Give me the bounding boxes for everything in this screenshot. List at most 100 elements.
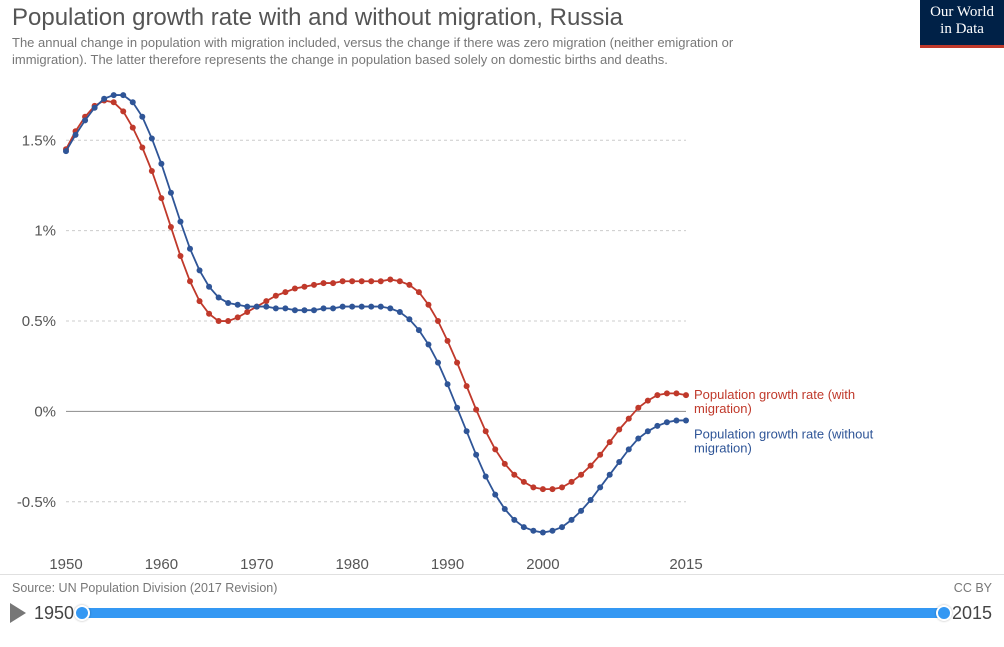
series-point-with_migration[interactable] [635,404,641,410]
series-point-with_migration[interactable] [683,392,689,398]
series-point-without_migration[interactable] [111,92,117,98]
series-point-with_migration[interactable] [330,280,336,286]
series-point-with_migration[interactable] [311,281,317,287]
series-point-without_migration[interactable] [168,189,174,195]
timeline-track[interactable] [82,608,944,618]
series-point-with_migration[interactable] [645,397,651,403]
series-point-with_migration[interactable] [301,283,307,289]
series-point-without_migration[interactable] [321,305,327,311]
series-point-with_migration[interactable] [282,289,288,295]
series-point-without_migration[interactable] [177,218,183,224]
series-point-with_migration[interactable] [654,392,660,398]
series-point-with_migration[interactable] [359,278,365,284]
series-point-without_migration[interactable] [158,160,164,166]
series-point-with_migration[interactable] [177,253,183,259]
timeline-handle-end[interactable] [936,605,952,621]
series-point-with_migration[interactable] [216,318,222,324]
series-point-without_migration[interactable] [254,303,260,309]
series-point-without_migration[interactable] [454,404,460,410]
series-point-with_migration[interactable] [454,359,460,365]
owid-logo[interactable]: Our World in Data [920,0,1004,48]
series-point-without_migration[interactable] [273,305,279,311]
series-point-with_migration[interactable] [664,390,670,396]
series-label-without_migration[interactable]: migration) [694,440,752,455]
series-point-with_migration[interactable] [349,278,355,284]
series-point-without_migration[interactable] [73,131,79,137]
timeline-handle-start[interactable] [74,605,90,621]
series-point-without_migration[interactable] [416,327,422,333]
series-point-with_migration[interactable] [588,462,594,468]
series-point-with_migration[interactable] [378,278,384,284]
series-point-without_migration[interactable] [578,507,584,513]
series-point-without_migration[interactable] [206,283,212,289]
series-point-without_migration[interactable] [616,459,622,465]
series-point-with_migration[interactable] [530,484,536,490]
series-point-without_migration[interactable] [120,92,126,98]
series-point-with_migration[interactable] [435,318,441,324]
series-label-without_migration[interactable]: Population growth rate (without [694,426,874,441]
series-point-with_migration[interactable] [368,278,374,284]
series-point-with_migration[interactable] [502,460,508,466]
series-point-without_migration[interactable] [645,428,651,434]
series-point-without_migration[interactable] [492,491,498,497]
series-point-without_migration[interactable] [139,113,145,119]
series-point-without_migration[interactable] [149,135,155,141]
series-point-with_migration[interactable] [158,195,164,201]
series-point-with_migration[interactable] [521,479,527,485]
series-point-without_migration[interactable] [282,305,288,311]
series-point-with_migration[interactable] [111,99,117,105]
series-point-with_migration[interactable] [406,281,412,287]
series-point-without_migration[interactable] [263,303,269,309]
series-point-without_migration[interactable] [368,303,374,309]
series-point-with_migration[interactable] [273,292,279,298]
series-point-without_migration[interactable] [397,309,403,315]
series-point-without_migration[interactable] [607,471,613,477]
series-point-with_migration[interactable] [607,439,613,445]
series-point-without_migration[interactable] [559,524,565,530]
series-point-without_migration[interactable] [292,307,298,313]
series-point-with_migration[interactable] [197,298,203,304]
series-point-with_migration[interactable] [263,298,269,304]
series-label-with_migration[interactable]: Population growth rate (with [694,387,855,402]
series-point-without_migration[interactable] [301,307,307,313]
series-point-with_migration[interactable] [187,278,193,284]
series-point-without_migration[interactable] [673,417,679,423]
series-point-with_migration[interactable] [149,168,155,174]
series-point-without_migration[interactable] [597,484,603,490]
series-point-without_migration[interactable] [530,527,536,533]
series-point-without_migration[interactable] [502,506,508,512]
series-point-without_migration[interactable] [569,516,575,522]
series-point-without_migration[interactable] [244,303,250,309]
series-point-with_migration[interactable] [425,301,431,307]
series-point-without_migration[interactable] [63,148,69,154]
series-point-without_migration[interactable] [511,516,517,522]
series-point-with_migration[interactable] [340,278,346,284]
series-point-without_migration[interactable] [101,95,107,101]
play-button[interactable] [10,603,26,623]
series-point-without_migration[interactable] [464,428,470,434]
series-point-with_migration[interactable] [464,383,470,389]
series-point-with_migration[interactable] [473,406,479,412]
series-point-without_migration[interactable] [349,303,355,309]
series-point-with_migration[interactable] [235,314,241,320]
series-point-with_migration[interactable] [578,471,584,477]
series-point-with_migration[interactable] [139,144,145,150]
series-point-without_migration[interactable] [473,451,479,457]
series-point-without_migration[interactable] [549,527,555,533]
series-point-with_migration[interactable] [626,415,632,421]
series-point-with_migration[interactable] [559,484,565,490]
series-point-without_migration[interactable] [216,294,222,300]
series-point-with_migration[interactable] [292,285,298,291]
series-point-without_migration[interactable] [225,300,231,306]
series-point-with_migration[interactable] [120,108,126,114]
series-point-without_migration[interactable] [521,524,527,530]
series-point-with_migration[interactable] [387,276,393,282]
series-point-with_migration[interactable] [569,479,575,485]
series-point-with_migration[interactable] [206,310,212,316]
series-point-without_migration[interactable] [588,497,594,503]
series-point-without_migration[interactable] [387,305,393,311]
series-point-without_migration[interactable] [378,303,384,309]
series-point-without_migration[interactable] [187,245,193,251]
series-point-without_migration[interactable] [330,305,336,311]
series-point-without_migration[interactable] [406,316,412,322]
